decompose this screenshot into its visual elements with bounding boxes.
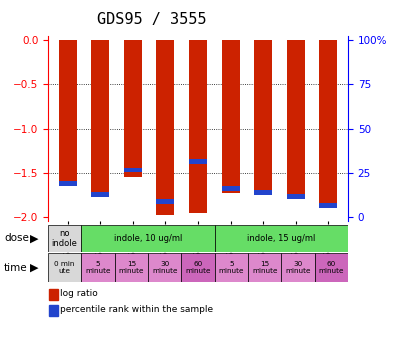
Text: percentile rank within the sample: percentile rank within the sample <box>60 305 213 314</box>
Bar <box>49 305 58 316</box>
Text: ▶: ▶ <box>30 233 38 243</box>
Bar <box>281 253 315 282</box>
Bar <box>115 253 148 282</box>
Text: indole, 10 ug/ml: indole, 10 ug/ml <box>114 234 182 243</box>
Bar <box>124 67 142 168</box>
Bar <box>124 40 142 67</box>
Bar <box>189 164 207 212</box>
Text: 60
minute: 60 minute <box>318 261 344 274</box>
Bar <box>181 253 215 282</box>
Bar <box>148 253 181 282</box>
Text: GDS95 / 3555: GDS95 / 3555 <box>97 12 207 27</box>
Bar <box>48 253 81 282</box>
Text: time: time <box>4 263 28 273</box>
Bar <box>189 159 207 164</box>
Bar <box>248 253 281 282</box>
Bar <box>189 40 207 69</box>
Bar <box>156 106 174 200</box>
Text: 5
minute: 5 minute <box>218 261 244 274</box>
Text: 15
minute: 15 minute <box>252 261 278 274</box>
Text: 5
minute: 5 minute <box>85 261 111 274</box>
Text: dose: dose <box>4 233 29 243</box>
Text: 60
minute: 60 minute <box>185 261 211 274</box>
Bar <box>254 190 272 195</box>
Bar <box>48 225 81 252</box>
Bar <box>49 289 58 300</box>
Bar <box>222 40 240 91</box>
Text: 30
minute: 30 minute <box>285 261 311 274</box>
Bar <box>215 225 348 252</box>
Bar <box>91 96 109 192</box>
Bar <box>91 192 109 197</box>
Text: 15
minute: 15 minute <box>118 261 144 274</box>
Text: 0 min
ute: 0 min ute <box>54 261 75 274</box>
Bar <box>320 40 338 193</box>
Bar <box>320 193 338 203</box>
Bar <box>58 74 76 181</box>
Bar <box>58 40 76 74</box>
Bar <box>189 69 207 159</box>
Bar <box>156 200 174 204</box>
Bar <box>287 40 305 120</box>
Text: log ratio: log ratio <box>60 289 98 298</box>
Bar <box>58 181 76 186</box>
Bar <box>222 186 240 191</box>
Bar <box>81 253 115 282</box>
Bar <box>320 203 338 208</box>
Bar <box>124 168 142 172</box>
Bar <box>215 253 248 282</box>
Bar <box>91 40 109 96</box>
Bar <box>124 172 142 177</box>
Bar <box>81 225 215 252</box>
Bar <box>156 204 174 215</box>
Bar <box>156 40 174 106</box>
Bar <box>315 253 348 282</box>
Bar <box>254 40 272 111</box>
Text: no
indole: no indole <box>52 228 78 248</box>
Text: ▶: ▶ <box>30 263 38 273</box>
Bar <box>287 194 305 199</box>
Bar <box>222 91 240 186</box>
Bar <box>287 120 305 194</box>
Bar <box>254 111 272 190</box>
Text: indole, 15 ug/ml: indole, 15 ug/ml <box>247 234 316 243</box>
Bar <box>222 191 240 193</box>
Text: 30
minute: 30 minute <box>152 261 178 274</box>
